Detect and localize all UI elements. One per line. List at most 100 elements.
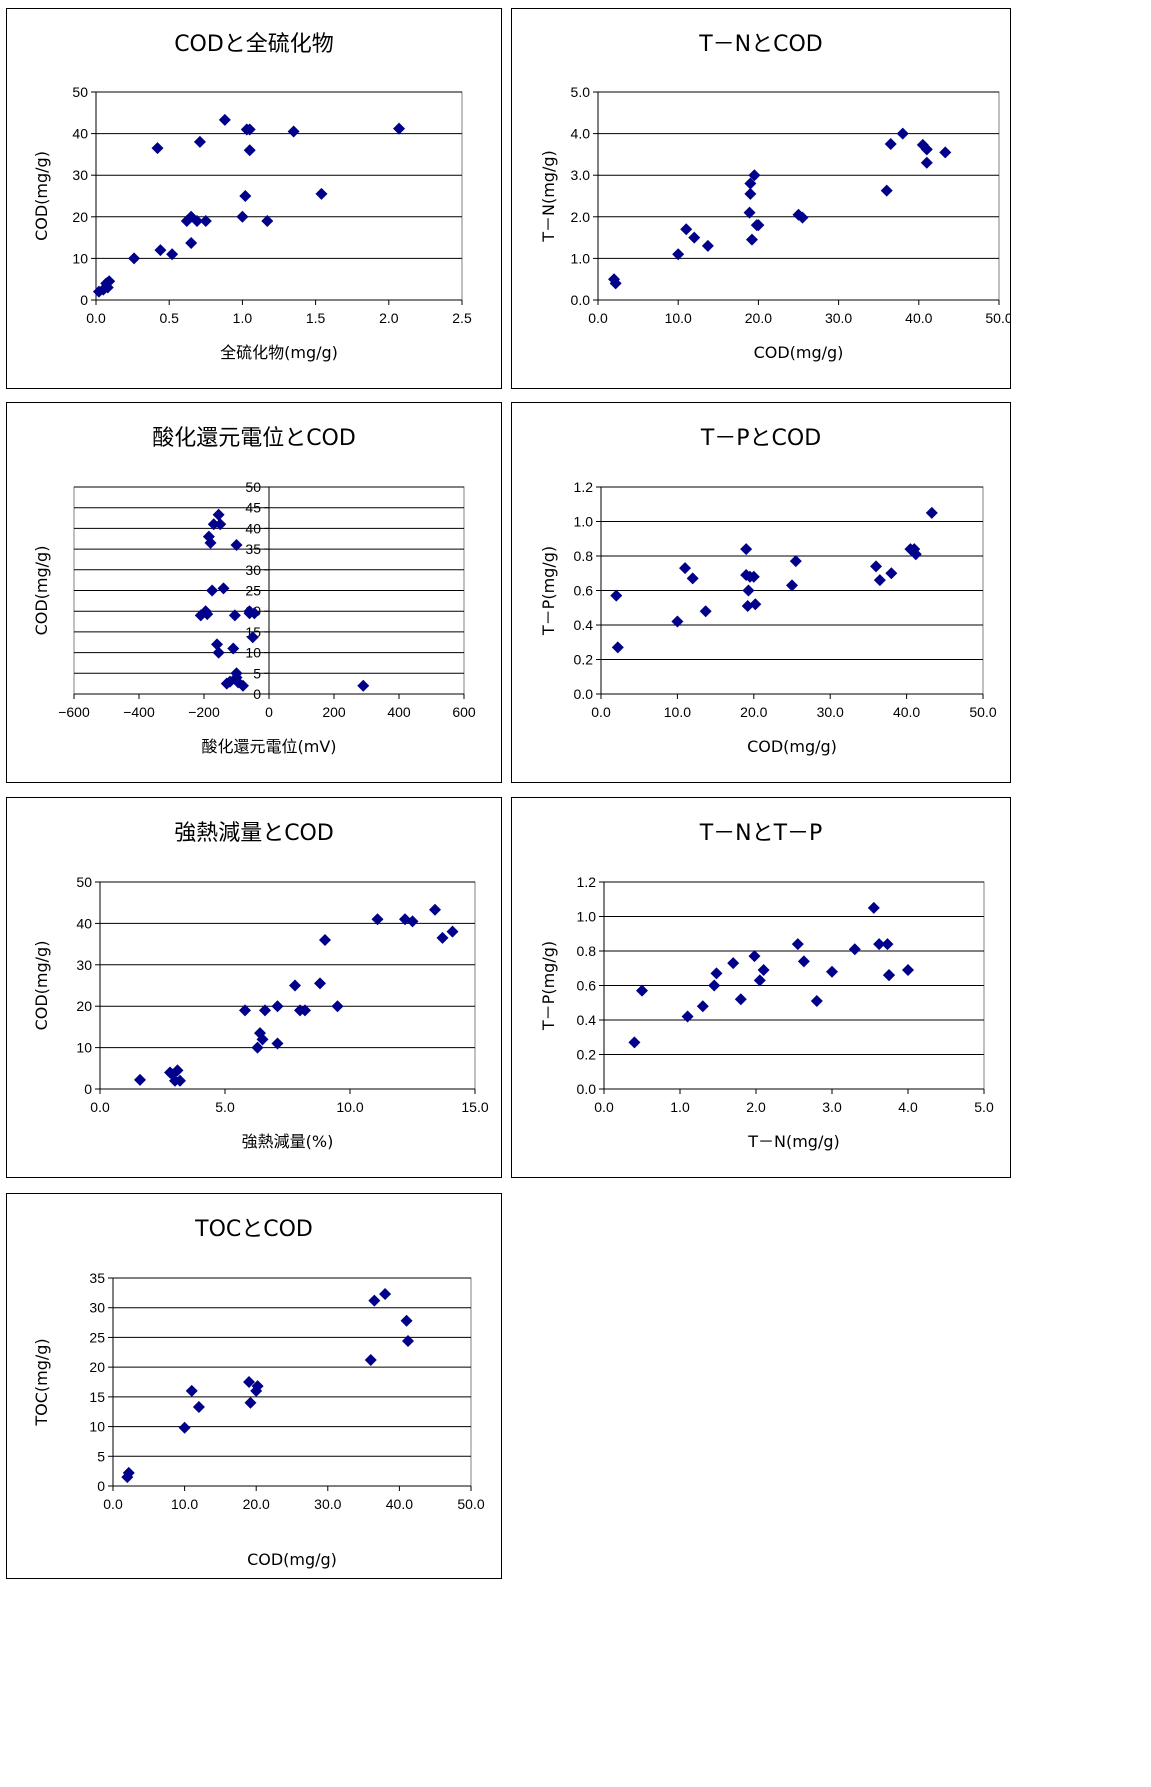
x-axis-label: T－N(mg/g) [747, 1132, 840, 1151]
data-point [710, 967, 723, 980]
y-tick-label: 20 [89, 1359, 105, 1375]
data-point [368, 1294, 381, 1307]
data-point [244, 1396, 257, 1409]
x-tick-label: 10.0 [171, 1496, 198, 1512]
y-tick-label: 10 [245, 645, 261, 661]
x-tick-label: 0 [265, 704, 273, 720]
x-tick-label: 30.0 [817, 704, 844, 720]
data-point [727, 957, 740, 970]
data-point [194, 609, 207, 622]
data-point [939, 146, 952, 159]
y-tick-label: 20 [72, 209, 88, 225]
data-point [122, 1466, 135, 1479]
x-tick-label: 1.0 [670, 1099, 690, 1115]
data-point [883, 969, 895, 982]
x-tick-label: 5.0 [974, 1099, 994, 1115]
data-point [688, 231, 701, 244]
x-tick-label: −600 [58, 704, 90, 720]
data-point [191, 214, 204, 227]
data-point [797, 955, 810, 968]
chart-panel-orp-cod: 05101520253035404550−600−400−20002004006… [6, 402, 502, 783]
x-tick-label: 1.0 [233, 310, 253, 326]
chart-svg: 05101520253035404550−600−400−20002004006… [32, 426, 476, 756]
x-tick-label: 0.5 [159, 310, 179, 326]
data-point [909, 548, 922, 561]
data-point [680, 223, 693, 236]
data-point [743, 206, 756, 219]
data-point [791, 938, 804, 951]
x-tick-label: 5.0 [215, 1099, 235, 1115]
x-tick-label: 40.0 [386, 1496, 413, 1512]
y-tick-label: 0 [80, 292, 88, 308]
data-point [289, 979, 301, 992]
y-tick-label: 1.0 [577, 909, 597, 925]
data-point [740, 543, 753, 556]
x-axis-label: COD(mg/g) [747, 737, 837, 756]
y-axis-label: T－N(mg/g) [539, 150, 558, 243]
data-point [299, 1004, 311, 1017]
data-point [749, 598, 762, 611]
data-point [185, 237, 198, 250]
x-tick-label: 50.0 [985, 310, 1010, 326]
y-tick-label: 0.6 [574, 583, 594, 599]
data-point [239, 1004, 251, 1017]
data-point [331, 1000, 344, 1013]
y-axis-label: COD(mg/g) [32, 546, 51, 636]
data-point [436, 931, 449, 944]
y-tick-label: 5 [97, 1448, 105, 1464]
data-point [786, 579, 798, 592]
data-point [171, 1064, 184, 1077]
plot-area [597, 91, 1000, 301]
data-point [166, 248, 179, 261]
data-point [201, 608, 214, 621]
y-tick-label: 0.4 [574, 617, 594, 633]
data-point [246, 631, 259, 644]
x-tick-label: 20.0 [745, 310, 772, 326]
y-tick-label: 50 [72, 84, 88, 100]
y-tick-label: 3.0 [571, 167, 591, 183]
data-point [261, 214, 274, 227]
x-tick-label: 15.0 [461, 1099, 488, 1115]
y-tick-label: 5 [253, 665, 261, 681]
y-tick-label: 0.8 [574, 548, 594, 564]
x-tick-label: 0.0 [588, 310, 608, 326]
y-tick-label: 0.0 [577, 1081, 597, 1097]
data-point [259, 1004, 271, 1017]
data-point [174, 1074, 186, 1087]
data-point [134, 1073, 146, 1086]
x-tick-label: 40.0 [893, 704, 920, 720]
data-point [636, 984, 648, 997]
data-point [228, 609, 241, 622]
data-point [885, 567, 898, 580]
x-axis-label: COD(mg/g) [754, 343, 844, 362]
data-point [243, 123, 256, 136]
data-point [371, 913, 384, 926]
y-axis-label: T－P(mg/g) [539, 546, 558, 636]
data-point [699, 605, 712, 618]
x-tick-label: 2.5 [452, 310, 472, 326]
x-axis-label: COD(mg/g) [247, 1550, 337, 1569]
y-tick-label: 25 [89, 1329, 105, 1345]
data-point [679, 562, 692, 575]
y-tick-label: 35 [245, 541, 261, 557]
y-tick-label: 0.4 [577, 1012, 597, 1028]
x-tick-label: 30.0 [314, 1496, 341, 1512]
data-point [178, 1421, 191, 1434]
data-point [251, 1380, 264, 1393]
y-tick-label: 1.2 [577, 874, 597, 890]
data-point [873, 574, 886, 587]
y-tick-label: 30 [76, 957, 92, 973]
x-tick-label: 0.0 [103, 1496, 123, 1512]
chart-title: T－NとCOD [698, 32, 823, 57]
y-tick-label: 0.2 [574, 652, 594, 668]
data-point [218, 113, 231, 126]
data-point [789, 555, 802, 568]
data-point [610, 589, 623, 602]
x-tick-label: 0.0 [90, 1099, 110, 1115]
y-axis-label: COD(mg/g) [32, 151, 51, 241]
data-point [214, 518, 227, 531]
data-point [429, 903, 441, 916]
chart-title: 酸化還元電位とCOD [152, 426, 356, 451]
y-axis-label: COD(mg/g) [32, 941, 51, 1031]
x-tick-label: 4.0 [898, 1099, 918, 1115]
